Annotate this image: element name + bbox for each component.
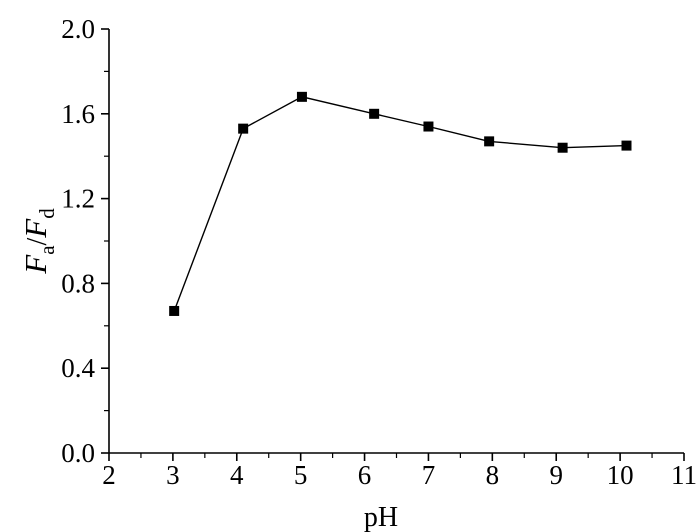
- data-point: [369, 108, 380, 119]
- y-axis-title-f2: F: [18, 218, 53, 239]
- y-axis-title-f1: F: [18, 254, 53, 275]
- x-tick-label: 3: [166, 460, 180, 490]
- data-point: [296, 91, 307, 102]
- data-point: [557, 142, 568, 153]
- x-tick-label: 6: [358, 460, 372, 490]
- data-point: [238, 123, 249, 134]
- axes: [108, 29, 684, 454]
- y-axis-title: Fa/Fd: [18, 208, 59, 275]
- x-tick-label: 5: [294, 460, 308, 490]
- y-tick-label: 0.8: [61, 268, 95, 298]
- data-point: [621, 140, 632, 151]
- y-tick-label: 1.6: [61, 99, 95, 129]
- data-point: [484, 136, 495, 147]
- x-tick-label: 11: [671, 460, 697, 490]
- x-tick-label: 4: [230, 460, 244, 490]
- data-point: [169, 305, 180, 316]
- x-tick-label: 10: [607, 460, 634, 490]
- y-tick-label: 1.2: [61, 184, 95, 214]
- data-point: [423, 121, 434, 132]
- y-axis-title-slash: /: [22, 237, 53, 245]
- y-tick-label: 2.0: [61, 14, 95, 44]
- y-tick-label: 0.0: [61, 438, 95, 468]
- x-tick-label: 2: [102, 460, 116, 490]
- x-axis-title: pH: [364, 502, 398, 532]
- tick-labels: 2 3 4 5 6 7 8 9 10 11 0.0 0.4 0.8 1.2 1.6 2.0: [61, 14, 697, 490]
- ticks: [101, 28, 685, 461]
- x-tick-label: 9: [549, 460, 563, 490]
- y-tick-label: 0.4: [61, 353, 95, 383]
- y-axis-title-sub-a: a: [35, 245, 59, 255]
- x-tick-label: 7: [422, 460, 436, 490]
- x-tick-label: 8: [486, 460, 500, 490]
- y-axis-title-sub-d: d: [35, 208, 59, 219]
- series-line: [173, 96, 627, 312]
- series: [169, 91, 632, 316]
